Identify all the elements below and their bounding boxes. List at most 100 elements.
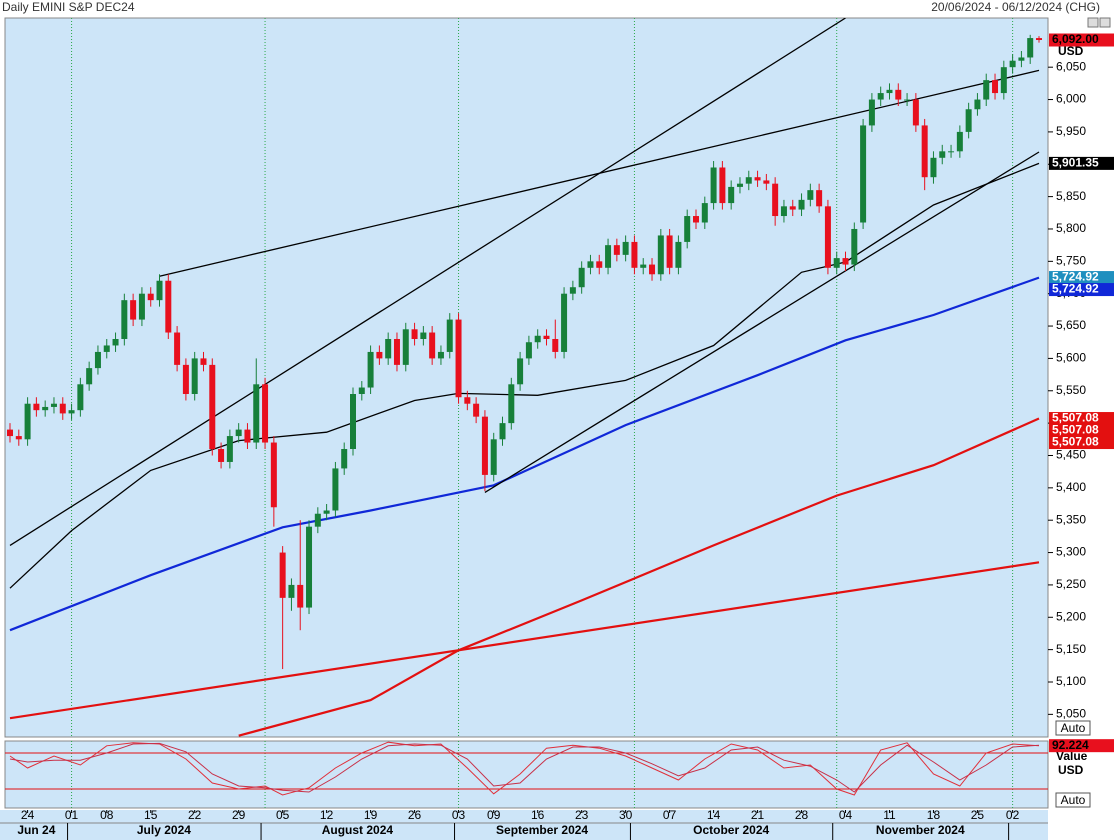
candle-body — [904, 99, 911, 101]
currency-label: USD — [1058, 763, 1084, 777]
candle-body — [693, 216, 699, 223]
auto-scale-label[interactable]: Auto — [1061, 721, 1086, 735]
candle-body — [1027, 38, 1034, 58]
month-label: October 2024 — [693, 823, 769, 837]
candle-body — [165, 280, 172, 333]
candle-body — [50, 403, 57, 407]
y-tick-label: 5,050 — [1056, 707, 1086, 721]
x-tick-label: 05 — [276, 808, 290, 822]
candle-body — [314, 513, 321, 527]
candle-body — [974, 99, 981, 110]
date-range: 20/06/2024 - 06/12/2024 (CHG) — [931, 0, 1100, 14]
y-tick-label: 6,050 — [1056, 59, 1086, 73]
y-tick-label: 5,200 — [1056, 609, 1086, 623]
candle-body — [605, 245, 612, 268]
main-pane — [4, 17, 1049, 738]
candle-body — [824, 206, 831, 268]
candle-body — [147, 293, 154, 301]
candle-body — [587, 261, 594, 268]
candle-body — [341, 449, 348, 469]
candle-body — [868, 99, 875, 126]
candle-body — [411, 329, 418, 339]
candle-body — [798, 199, 805, 210]
x-tick-label: 28 — [795, 808, 809, 822]
auto-scale-label[interactable]: Auto — [1061, 793, 1086, 807]
price-marker — [1049, 424, 1114, 438]
candle-body — [279, 552, 286, 598]
overlay-line — [484, 151, 1040, 493]
candle-body — [385, 338, 392, 359]
candle-body — [543, 335, 550, 339]
candle-body — [490, 439, 497, 475]
candle-body — [86, 368, 93, 385]
candle-body — [306, 526, 313, 608]
x-tick-label: 22 — [188, 808, 202, 822]
auto-scale-button[interactable] — [1055, 720, 1091, 736]
candle-body — [367, 351, 374, 388]
candle-body — [569, 287, 576, 294]
candle-body — [1009, 60, 1016, 68]
candle-body — [631, 241, 638, 268]
candle-body — [921, 125, 928, 178]
candle-body — [332, 468, 339, 511]
auto-scale-button[interactable] — [1055, 792, 1091, 808]
x-tick-label: 26 — [408, 808, 422, 822]
candle-body — [561, 293, 568, 352]
candle-body — [508, 384, 515, 424]
month-label: September 2024 — [496, 823, 588, 837]
candle-body — [77, 384, 84, 411]
overlay-line — [9, 276, 1040, 632]
month-label: Jun 24 — [17, 823, 55, 837]
oscillator-plot — [5, 741, 1048, 808]
candle-body — [393, 338, 400, 365]
candle-body — [613, 245, 620, 255]
price-marker — [1049, 283, 1114, 297]
candle-body — [376, 351, 383, 359]
candle-body — [956, 131, 963, 152]
candle-body — [191, 358, 198, 395]
candle-body — [552, 338, 559, 352]
candle-body — [226, 436, 233, 462]
candle-body — [895, 89, 902, 100]
main-plot — [7, 18, 1042, 737]
candle-body — [174, 332, 181, 365]
month-label: July 2024 — [137, 823, 191, 837]
candle-body — [402, 329, 409, 365]
candle-body — [710, 167, 717, 204]
x-tick-label: 29 — [232, 808, 246, 822]
month-label: November 2024 — [876, 823, 965, 837]
candle-body — [7, 429, 13, 437]
candle-body — [912, 99, 919, 126]
x-tick-label: 02 — [1006, 808, 1020, 822]
candle-body — [138, 293, 145, 320]
window-button[interactable] — [1099, 17, 1111, 28]
oscillator-marker-label: 92.224 — [1052, 738, 1089, 752]
oscillator-pane — [4, 740, 1049, 809]
candle-body — [745, 177, 752, 184]
candle-body — [59, 403, 66, 414]
x-tick-label: 12 — [320, 808, 334, 822]
price-marker-label: 5,507.08 — [1052, 423, 1099, 437]
candle-body — [772, 183, 779, 217]
x-tick-label: 19 — [364, 808, 378, 822]
candle-body — [262, 384, 269, 443]
oscillator-marker — [1049, 739, 1114, 753]
y-tick-label: 5,800 — [1056, 221, 1086, 235]
candle-body — [429, 332, 436, 359]
currency-label: USD — [1058, 44, 1084, 58]
candle-body — [68, 410, 75, 414]
candle-body — [763, 180, 770, 184]
candle-body — [297, 584, 304, 608]
x-tick-label: 08 — [100, 808, 114, 822]
y-tick-label: 5,300 — [1056, 545, 1086, 559]
candle-body — [789, 206, 796, 210]
candle-body — [719, 167, 726, 204]
x-tick-label: 24 — [21, 808, 35, 822]
y-tick-label: 5,350 — [1056, 512, 1086, 526]
price-marker-label: 5,724.92 — [1052, 270, 1099, 284]
candle-body — [754, 177, 761, 181]
time-axis — [0, 810, 1048, 840]
y-tick-label: 5,450 — [1056, 448, 1086, 462]
window-button[interactable] — [1087, 17, 1099, 28]
